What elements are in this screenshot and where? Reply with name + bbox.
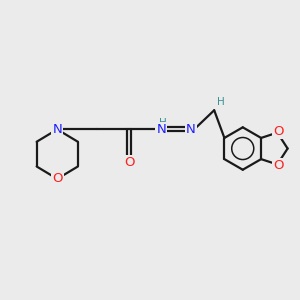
Text: H: H	[217, 97, 224, 107]
Text: H: H	[159, 118, 167, 128]
Text: N: N	[52, 123, 62, 136]
Text: N: N	[156, 123, 166, 136]
Text: O: O	[274, 159, 284, 172]
Text: O: O	[124, 156, 135, 169]
Text: O: O	[52, 172, 62, 185]
Text: O: O	[274, 125, 284, 138]
Text: N: N	[186, 123, 196, 136]
